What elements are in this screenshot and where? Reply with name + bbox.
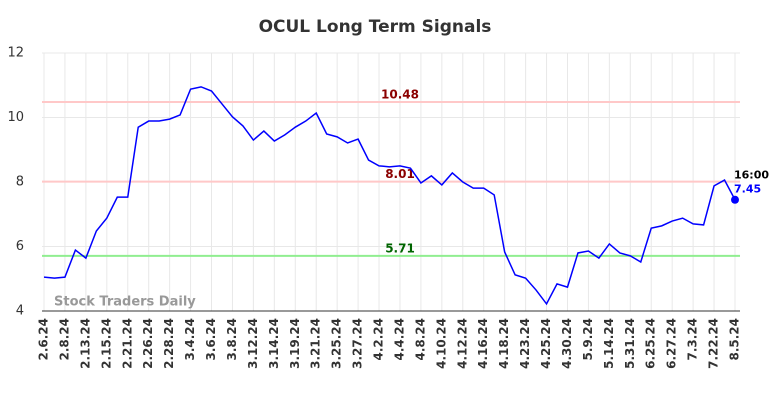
last-point — [731, 195, 739, 204]
x-tick-label: 3.4.24 — [183, 318, 197, 361]
x-tick-label: 6.27.24 — [665, 318, 679, 369]
x-tick-label: 2.6.24 — [37, 318, 51, 361]
x-tick-label: 4.30.24 — [560, 318, 574, 369]
x-tick-label: 5.14.24 — [602, 318, 616, 369]
x-tick-label: 4.12.24 — [455, 318, 469, 369]
last-value: 7.45 — [734, 183, 761, 196]
x-tick-label: 2.26.24 — [141, 318, 155, 369]
x-tick-label: 3.12.24 — [246, 318, 260, 369]
x-tick-label: 5.31.24 — [623, 318, 637, 369]
x-tick-label: 7.3.24 — [686, 318, 700, 361]
x-tick-label: 4.10.24 — [434, 318, 448, 369]
x-tick-label: 4.16.24 — [476, 318, 490, 369]
x-tick-label: 3.27.24 — [351, 318, 365, 369]
y-tick-label: 10 — [7, 110, 24, 125]
x-tick-label: 3.8.24 — [225, 318, 239, 361]
x-tick-label: 6.25.24 — [644, 318, 658, 369]
y-tick-label: 8 — [16, 175, 24, 190]
x-tick-label: 8.5.24 — [728, 318, 742, 361]
x-tick-label: 4.2.24 — [372, 318, 386, 361]
x-tick-label: 3.25.24 — [330, 318, 344, 369]
watermark: Stock Traders Daily — [54, 295, 196, 310]
x-tick-label: 3.21.24 — [309, 318, 323, 369]
x-tick-label: 3.19.24 — [288, 318, 302, 369]
chart-title: OCUL Long Term Signals — [259, 17, 492, 37]
price-line — [43, 86, 736, 306]
x-tick-label: 4.23.24 — [518, 318, 532, 369]
x-tick-label: 4.18.24 — [497, 318, 511, 369]
signal-label: 10.48 — [381, 88, 419, 102]
x-tick-label: 4.25.24 — [539, 318, 553, 369]
x-tick-label: 4.4.24 — [392, 318, 406, 361]
y-tick-label: 12 — [7, 46, 24, 61]
y-tick-label: 6 — [16, 239, 24, 254]
x-tick-label: 2.15.24 — [99, 318, 113, 369]
signal-label: 8.01 — [385, 167, 415, 181]
x-tick-label: 2.28.24 — [162, 318, 176, 369]
x-tick-label: 3.14.24 — [267, 318, 281, 369]
x-tick-label: 2.21.24 — [120, 318, 134, 369]
x-tick-label: 5.9.24 — [581, 318, 595, 361]
x-tick-label: 4.8.24 — [413, 318, 427, 361]
x-tick-label: 2.13.24 — [78, 318, 92, 369]
x-tick-label: 2.8.24 — [57, 318, 71, 361]
last-time: 16:00 — [734, 169, 769, 182]
x-tick-label: 7.22.24 — [707, 318, 721, 369]
y-tick-label: 4 — [16, 304, 24, 319]
signal-label: 5.71 — [385, 241, 415, 255]
x-tick-label: 3.6.24 — [204, 318, 218, 361]
